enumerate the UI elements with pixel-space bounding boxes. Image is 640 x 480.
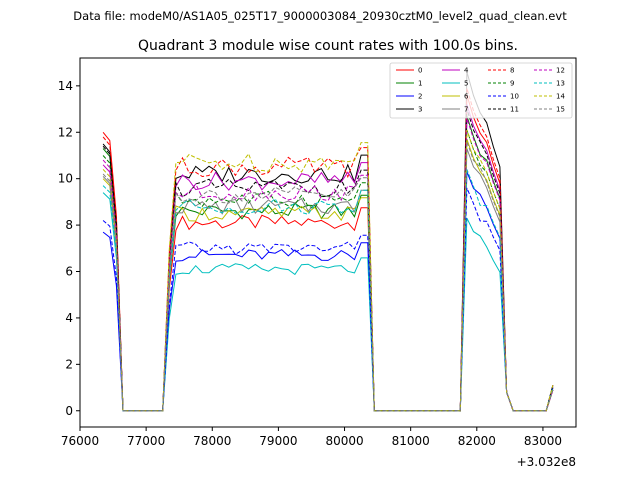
legend-label-8: 8 <box>510 67 514 75</box>
data-file-suptitle: Data file: modeM0/AS1A05_025T17_90000030… <box>73 9 567 23</box>
y-tick-label: 10 <box>58 172 73 186</box>
legend-label-14: 14 <box>556 93 565 101</box>
legend-label-9: 9 <box>510 80 514 88</box>
y-tick-label: 6 <box>65 265 73 279</box>
series-line-11 <box>102 108 554 412</box>
legend-label-15: 15 <box>556 106 565 114</box>
chart-title: Quadrant 3 module wise count rates with … <box>138 38 518 54</box>
legend-label-6: 6 <box>464 93 469 101</box>
legend-label-1: 1 <box>418 80 422 88</box>
y-tick-label: 14 <box>58 79 73 93</box>
series-line-13 <box>102 169 554 412</box>
y-tick-label: 8 <box>65 218 73 232</box>
legend-label-7: 7 <box>464 106 468 114</box>
y-tick-label: 12 <box>58 125 73 139</box>
series-line-2 <box>102 171 554 412</box>
x-tick-label: 83000 <box>524 434 562 448</box>
series-line-7 <box>102 148 554 412</box>
y-tick-label: 4 <box>65 311 73 325</box>
x-tick-label: 76000 <box>61 434 99 448</box>
series-layer <box>102 71 554 412</box>
x-offset-label: +3.032e8 <box>517 455 576 469</box>
legend-label-0: 0 <box>418 67 422 75</box>
series-line-6 <box>102 139 554 412</box>
legend-label-2: 2 <box>418 93 422 101</box>
axis-ticks: 76000 77000 78000 79000 80000 81000 82000 83000… <box>58 79 562 448</box>
legend-box <box>389 62 573 119</box>
legend-label-10: 10 <box>510 93 519 101</box>
x-tick-label: 79000 <box>259 434 297 448</box>
legend-label-13: 13 <box>556 80 565 88</box>
x-tick-label: 81000 <box>392 434 430 448</box>
x-tick-label: 78000 <box>193 434 231 448</box>
series-line-10 <box>102 187 554 412</box>
legend-label-4: 4 <box>464 67 469 75</box>
series-line-5 <box>102 192 554 412</box>
legend-label-3: 3 <box>418 106 422 114</box>
legend-label-5: 5 <box>464 80 468 88</box>
x-tick-label: 82000 <box>458 434 496 448</box>
legend-label-11: 11 <box>510 106 519 114</box>
series-line-15 <box>102 141 554 412</box>
series-line-0 <box>102 94 554 412</box>
plot-area-frame <box>79 57 577 428</box>
y-tick-label: 0 <box>65 404 73 418</box>
series-line-14 <box>102 129 554 412</box>
x-tick-label: 80000 <box>325 434 363 448</box>
x-tick-label: 77000 <box>127 434 165 448</box>
legend-label-12: 12 <box>556 67 565 75</box>
y-tick-label: 2 <box>65 357 73 371</box>
